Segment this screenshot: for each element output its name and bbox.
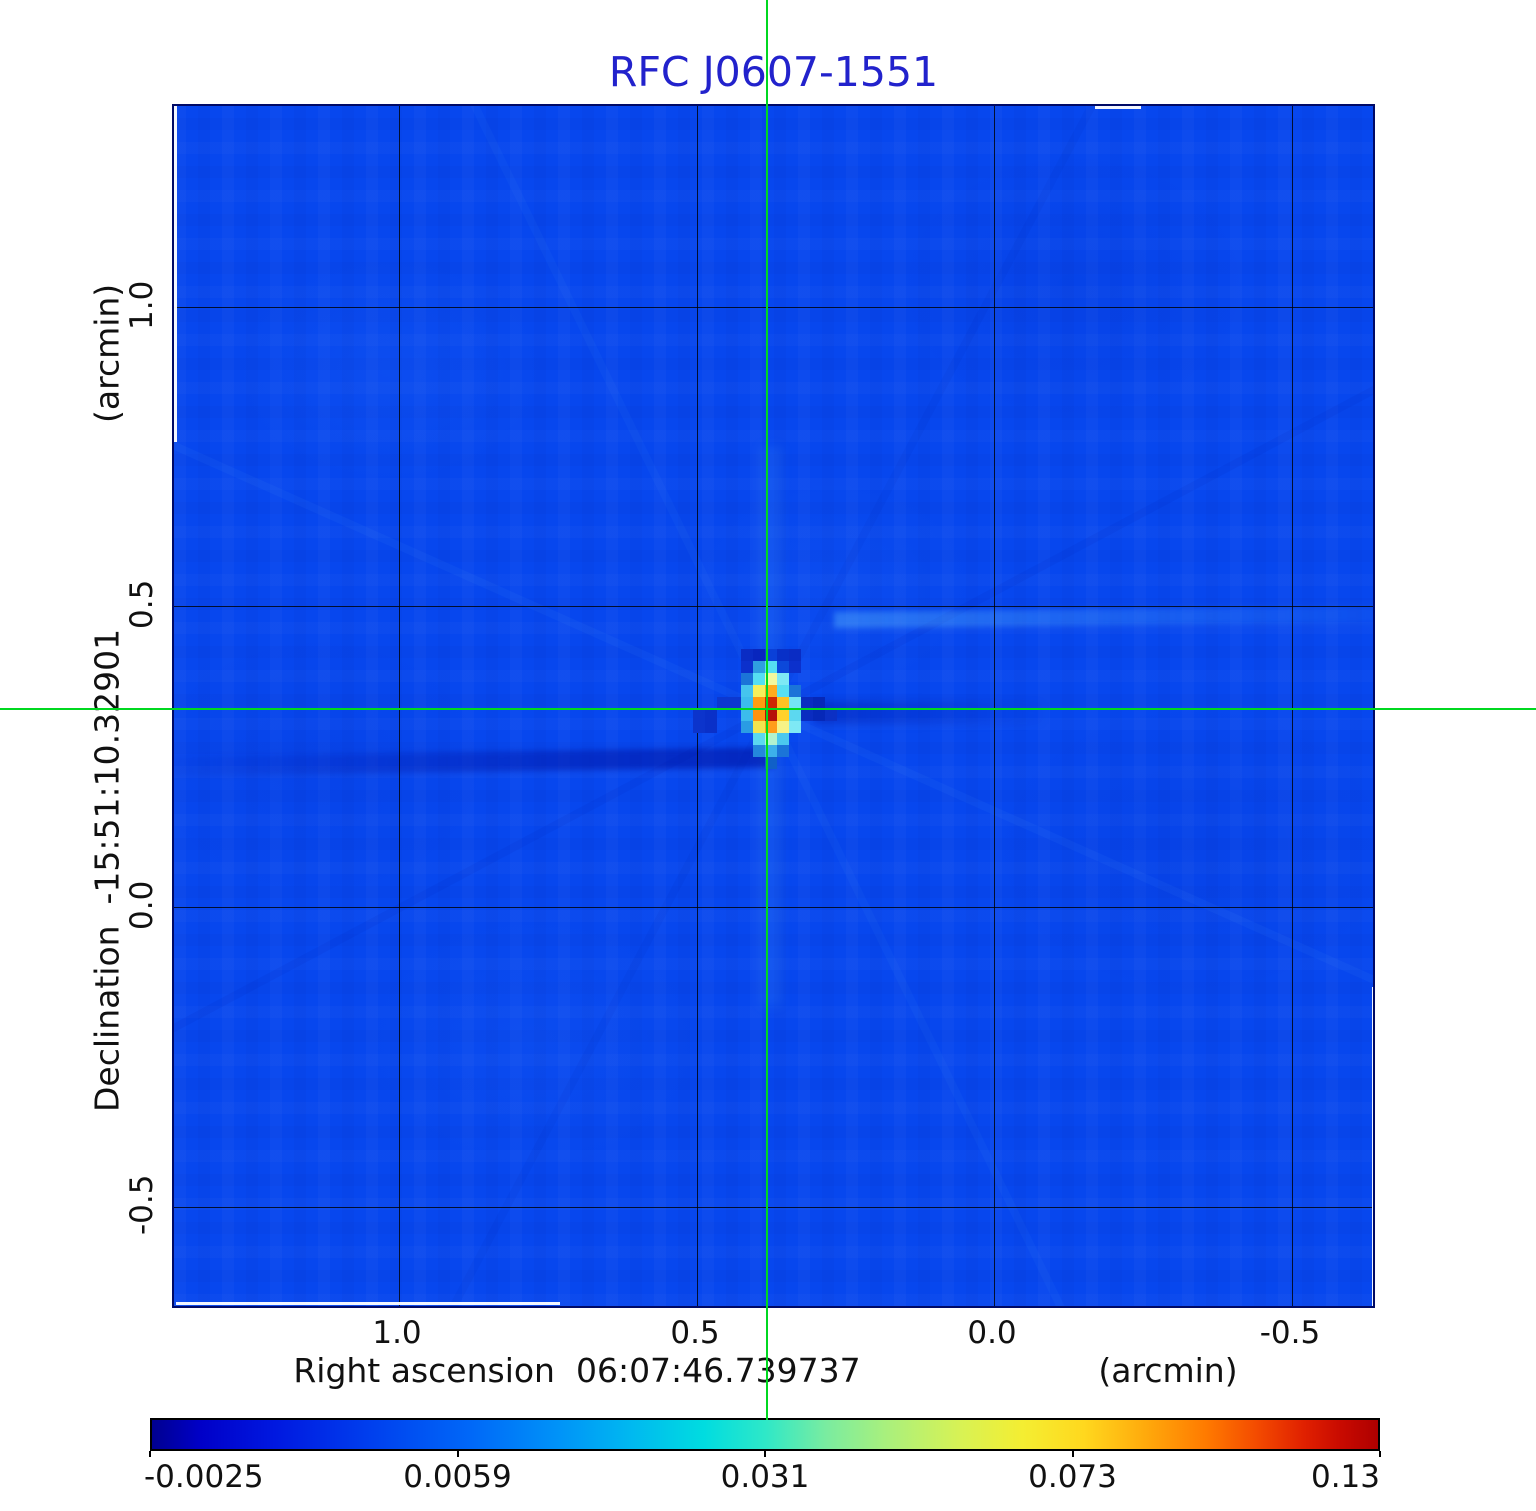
source-pixel xyxy=(753,697,765,709)
source-pixel xyxy=(705,721,717,733)
source-pixel xyxy=(753,673,765,685)
source-pixel xyxy=(753,661,765,673)
source-pixel xyxy=(777,673,789,685)
source-pixel xyxy=(741,709,753,721)
source-pixel xyxy=(801,697,813,709)
crosshair-vertical xyxy=(766,0,768,1420)
source-pixel xyxy=(753,709,765,721)
colorbar-label: 0.13 xyxy=(1310,1459,1380,1495)
sidelobe-streak-dark xyxy=(814,702,1044,724)
x-axis-unit: (arcmin) xyxy=(1098,1351,1238,1390)
edge-artifact xyxy=(176,1302,560,1305)
colorbar-label: 0.0059 xyxy=(403,1459,512,1495)
source-pixel xyxy=(777,733,789,745)
source-pixel xyxy=(753,745,765,757)
source-pixel xyxy=(777,649,789,661)
source-pixel xyxy=(789,649,801,661)
source-pixel xyxy=(777,697,789,709)
source-pixel xyxy=(777,685,789,697)
x-tick-label: 0.0 xyxy=(967,1315,1017,1351)
colorbar-tick xyxy=(149,1451,151,1457)
source-pixel xyxy=(741,721,753,733)
source-pixel xyxy=(765,673,777,685)
source-pixel xyxy=(813,709,825,721)
source-pixel xyxy=(729,697,741,709)
colorbar xyxy=(150,1418,1380,1451)
source-pixel xyxy=(765,661,777,673)
x-tick-label: -0.5 xyxy=(1259,1315,1321,1351)
gridline-horizontal xyxy=(174,907,1373,908)
source-pixel xyxy=(789,697,801,709)
source-pixel xyxy=(765,685,777,697)
y-axis-unit: (arcmin) xyxy=(87,283,127,423)
colorbar-tick xyxy=(1071,1451,1074,1457)
source-pixel xyxy=(753,685,765,697)
source-pixel xyxy=(693,721,705,733)
sky-map xyxy=(172,104,1375,1308)
source-pixel xyxy=(765,709,777,721)
gridline-horizontal xyxy=(174,1207,1373,1208)
source-pixel xyxy=(741,661,753,673)
source-pixel xyxy=(789,685,801,697)
colorbar-tick xyxy=(1379,1451,1381,1457)
source-pixel xyxy=(789,661,801,673)
source-pixel xyxy=(801,709,813,721)
source-pixel xyxy=(777,745,789,757)
gridline-vertical xyxy=(697,106,698,1306)
x-tick-label: 1.0 xyxy=(372,1315,422,1351)
colorbar-label: 0.073 xyxy=(1028,1459,1117,1495)
source-pixel xyxy=(789,721,801,733)
source-pixel xyxy=(741,649,753,661)
crosshair-horizontal xyxy=(0,708,1536,710)
source-pixel xyxy=(753,721,765,733)
y-axis-label: Declination -15:51:10.32901 xyxy=(87,628,127,1112)
sidelobe-streak-light xyxy=(833,606,1373,628)
source-pixel xyxy=(813,697,825,709)
edge-artifact xyxy=(174,106,177,442)
source-pixel xyxy=(777,709,789,721)
edge-artifact xyxy=(1372,987,1373,1306)
edge-artifact xyxy=(1095,106,1141,109)
y-tick-label: 1.0 xyxy=(124,280,160,330)
source-pixel xyxy=(765,745,777,757)
colorbar-label: 0.031 xyxy=(720,1459,810,1495)
gridline-vertical xyxy=(994,106,995,1306)
source-pixel xyxy=(765,649,777,661)
x-axis-label: Right ascension 06:07:46.739737 xyxy=(293,1351,861,1390)
source-pixel xyxy=(777,661,789,673)
sidelobe-streak-dark xyxy=(174,747,775,776)
gridline-horizontal xyxy=(174,606,1373,607)
source-pixel xyxy=(741,685,753,697)
figure-title: RFC J0607-1551 xyxy=(608,48,939,96)
source-pixel xyxy=(741,673,753,685)
source-pixel xyxy=(741,697,753,709)
source-pixel xyxy=(765,721,777,733)
source-pixel xyxy=(753,733,765,745)
colorbar-tick xyxy=(456,1451,459,1457)
y-tick-label: 0.5 xyxy=(124,579,160,629)
colorbar-tick xyxy=(764,1451,766,1457)
source-pixel xyxy=(753,649,765,661)
gridline-horizontal xyxy=(174,307,1373,308)
source-pixel xyxy=(717,697,729,709)
gridline-vertical xyxy=(399,106,400,1306)
gridline-vertical xyxy=(1292,106,1293,1306)
source-pixel xyxy=(765,697,777,709)
source-pixel xyxy=(765,757,777,769)
source-pixel xyxy=(765,733,777,745)
source-pixel xyxy=(777,721,789,733)
y-tick-label: -0.5 xyxy=(124,1174,160,1236)
x-tick-label: 0.5 xyxy=(670,1315,720,1351)
source-pixel xyxy=(693,709,705,721)
source-pixel xyxy=(705,709,717,721)
source-pixel xyxy=(789,709,801,721)
source-pixel xyxy=(825,709,837,721)
colorbar-label: -0.0025 xyxy=(144,1459,264,1495)
y-tick-label: 0.0 xyxy=(124,880,160,930)
